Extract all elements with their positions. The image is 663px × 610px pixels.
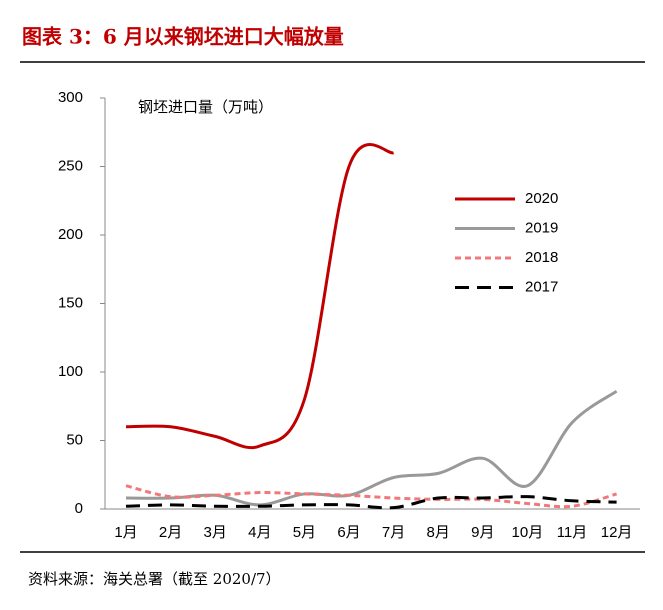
y-axis-label: 钢坯进口量（万吨） bbox=[138, 98, 273, 116]
legend-label: 2019 bbox=[525, 219, 558, 236]
series-line bbox=[125, 495, 617, 510]
series-line bbox=[125, 389, 618, 507]
y-tick-label: 200 bbox=[58, 226, 83, 243]
legend-label: 2020 bbox=[525, 190, 558, 207]
y-tick-label: 250 bbox=[58, 157, 83, 174]
source-note: 资料来源：海关总署（截至 2020/7） bbox=[28, 570, 281, 588]
x-tick-label: 11月 bbox=[557, 524, 588, 541]
y-tick-label: 100 bbox=[58, 363, 83, 380]
series-line bbox=[125, 143, 395, 450]
x-tick-label: 5月 bbox=[293, 524, 316, 541]
x-tick-label: 8月 bbox=[427, 524, 450, 541]
x-tick-label: 7月 bbox=[382, 524, 405, 541]
series-line bbox=[125, 484, 618, 509]
x-tick-label: 1月 bbox=[114, 524, 137, 541]
legend-label: 2017 bbox=[525, 278, 558, 295]
x-tick-label: 6月 bbox=[337, 524, 360, 541]
x-tick-label: 3月 bbox=[204, 524, 227, 541]
y-tick-label: 150 bbox=[58, 294, 83, 311]
x-tick-label: 2月 bbox=[159, 524, 182, 541]
x-tick-label: 10月 bbox=[512, 524, 544, 541]
x-tick-label: 4月 bbox=[248, 524, 271, 541]
x-tick-label: 12月 bbox=[601, 524, 633, 541]
legend-label: 2018 bbox=[525, 249, 558, 266]
y-tick-label: 0 bbox=[75, 500, 83, 517]
x-tick-label: 9月 bbox=[471, 524, 494, 541]
y-tick-label: 50 bbox=[66, 431, 83, 448]
chart-title: 图表 3：6 月以来钢坯进口大幅放量 bbox=[22, 25, 344, 49]
y-tick-label: 300 bbox=[58, 89, 83, 106]
